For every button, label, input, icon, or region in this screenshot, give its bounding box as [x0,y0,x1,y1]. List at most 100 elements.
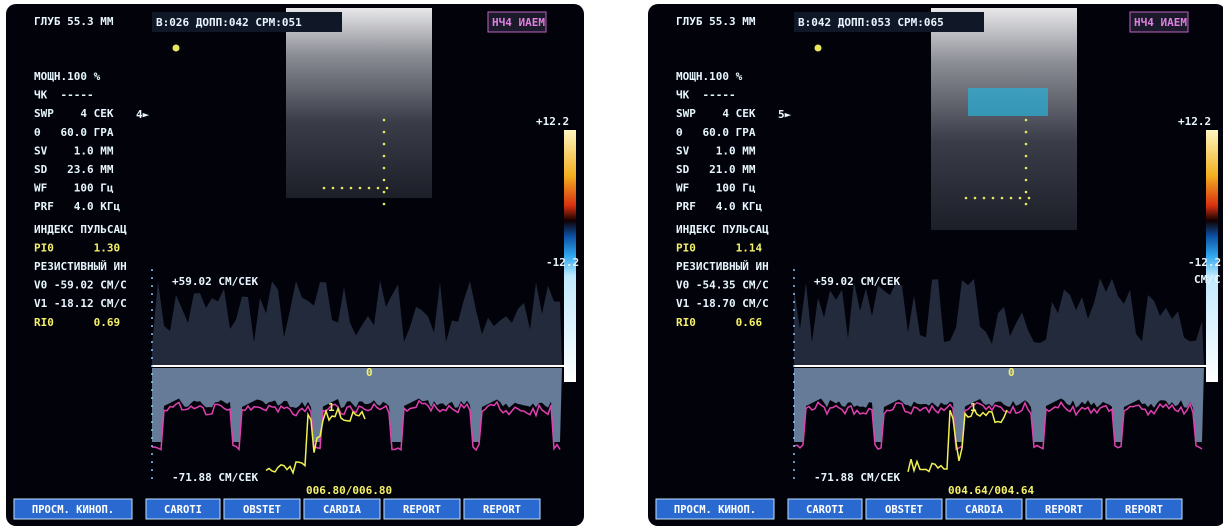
sample-dot [1001,197,1004,200]
parameter: МОЩН.100 % [34,70,101,83]
menu-button[interactable]: OBSTET [866,499,942,519]
axis-dot [793,277,795,279]
button-label[interactable]: CAROTI [164,504,202,516]
axis-dot [793,333,795,335]
button-label[interactable]: ПРОСМ. КИНОП. [32,504,114,516]
menu-button[interactable]: ПРОСМ. КИНОП. [656,499,774,519]
sample-dot [323,187,326,190]
sample-dot [965,197,968,200]
parameter: SV 1.0 ММ [676,144,756,157]
axis-dot [793,461,795,463]
axis-dot [151,365,153,367]
screenshot: ГЛУБ 55.3 ММB:026 ДОПП:042 СРМ:051НЧ4 ИА… [0,0,1223,528]
axis-dot [151,421,153,423]
button-label[interactable]: REPORT [1045,504,1083,516]
counter: 004.64/004.64 [948,484,1034,497]
axis-dot [793,309,795,311]
button-label[interactable]: ПРОСМ. КИНОП. [674,504,756,516]
sample-dot [383,143,386,146]
sample-dot [1025,191,1028,194]
sample-dot [1025,167,1028,170]
parameter: PI0 1.30 [34,241,120,254]
depth: ГЛУБ 55.3 ММ [34,15,114,28]
axis-dot [793,477,795,479]
axis-dot [793,269,795,271]
parameter: SD 21.0 ММ [676,163,756,176]
sample-dot [1010,197,1013,200]
button-label[interactable]: REPORT [1125,504,1163,516]
axis-dot [151,333,153,335]
axis-dot [793,317,795,319]
depth: ГЛУБ 55.3 ММ [676,15,756,28]
sample-dot [341,187,344,190]
marker: 1 [328,401,335,414]
axis-dot [151,453,153,455]
sample-dot [1025,179,1028,182]
sample-dot [383,179,386,182]
axis-dot [151,285,153,287]
axis-dot [151,413,153,415]
scale-unit: СМ/С [1194,273,1221,286]
sample-dot [1025,203,1028,206]
axis-dot [793,285,795,287]
sample-dot [383,131,386,134]
parameter: WF 100 Гц [676,182,756,195]
parameter: V0 -59.02 СМ/С [34,279,127,292]
sample-dot [1028,197,1031,200]
parameter: θ 60.0 ГРА [34,126,114,139]
axis-dot [151,357,153,359]
menu-button[interactable]: CARDIA [304,499,380,519]
axis-dot [151,293,153,295]
button-label[interactable]: CARDIA [323,504,362,516]
sample-dot [332,187,335,190]
axis-dot [151,429,153,431]
axis-dot [793,293,795,295]
button-label[interactable]: CAROTI [806,504,844,516]
axis-dot [793,437,795,439]
axis-dot [151,461,153,463]
menu-button[interactable]: CAROTI [146,499,220,519]
sample-dot [383,155,386,158]
axis-dot [793,405,795,407]
button-label[interactable]: CARDIA [965,504,1004,516]
button-label[interactable]: OBSTET [885,504,923,516]
sample-dot [974,197,977,200]
sample-dot [383,203,386,206]
sample-dot [992,197,995,200]
ultrasound-image [286,8,432,198]
axis-dot [793,373,795,375]
axis-dot [151,277,153,279]
velocity-max: +59.02 СМ/СЕК [172,275,258,288]
menu-button[interactable]: ПРОСМ. КИНОП. [14,499,132,519]
menu-button[interactable]: REPORT [1106,499,1182,519]
sample-dot [1025,155,1028,158]
button-label[interactable]: REPORT [483,504,521,516]
parameter: ЧК ----- [34,89,94,102]
parameter: PRF 4.0 КГц [676,200,762,213]
axis-dot [793,389,795,391]
menu-button[interactable]: REPORT [464,499,540,519]
axis-dot [793,453,795,455]
menu-button[interactable]: OBSTET [224,499,300,519]
scale-max: +12.2 [1178,115,1211,128]
axis-dot [151,309,153,311]
sample-dot [383,191,386,194]
axis-dot [151,397,153,399]
sample-dot [1019,197,1022,200]
axis-dot [151,445,153,447]
menu-button[interactable]: CARDIA [946,499,1022,519]
button-label[interactable]: OBSTET [243,504,281,516]
menu-button[interactable]: REPORT [384,499,460,519]
button-label[interactable]: REPORT [403,504,441,516]
mode-label: НЧ4 ИАЕМ [492,16,545,29]
parameter: РЕЗИСТИВНЫЙ ИН [34,260,127,273]
velocity-min: -71.88 СМ/СЕК [172,471,258,484]
parameter: SWP 4 СЕК [676,107,756,120]
parameter: PRF 4.0 КГц [34,200,120,213]
marker: 1 [970,401,977,414]
menu-button[interactable]: REPORT [1026,499,1102,519]
menu-button[interactable]: CAROTI [788,499,862,519]
axis-dot [151,437,153,439]
axis-dot [793,413,795,415]
axis-dot [793,469,795,471]
